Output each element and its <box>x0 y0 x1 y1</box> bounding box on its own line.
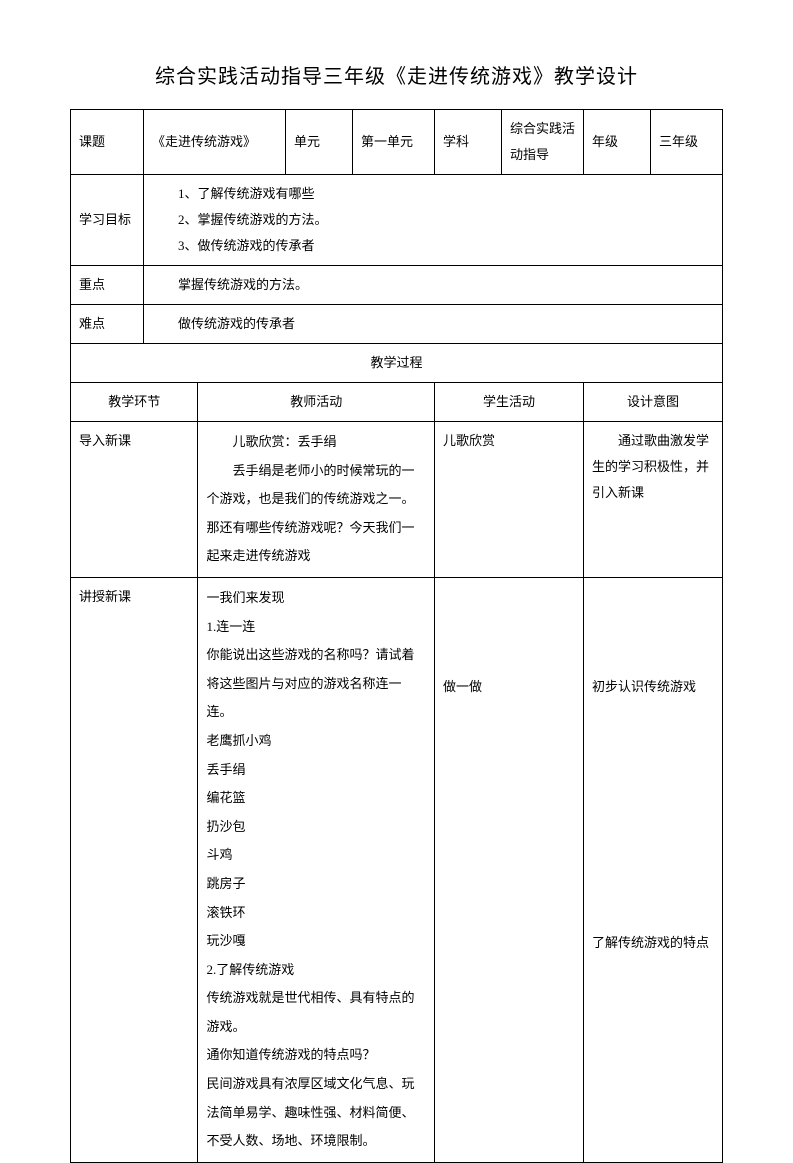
difficulty-text: 做传统游戏的传承者 <box>152 311 714 337</box>
value-unit: 第一单元 <box>353 110 435 175</box>
intro-teacher: 儿歌欣赏：丢手绢 丢手绢是老师小的时候常玩的一个游戏，也是我们的传统游戏之一。那… <box>198 422 435 578</box>
value-grade: 三年级 <box>651 110 723 175</box>
goals-content: 1、了解传统游戏有哪些 2、掌握传统游戏的方法。 3、做传统游戏的传承者 <box>144 175 723 266</box>
teach-t14: 通你知道传统游戏的特点吗？ <box>206 1041 426 1070</box>
value-topic: 《走进传统游戏》 <box>144 110 286 175</box>
teach-t9: 跳房子 <box>206 870 426 899</box>
intro-student: 儿歌欣赏 <box>435 422 584 578</box>
intro-teacher-l2: 丢手绢是老师小的时候常玩的一个游戏，也是我们的传统游戏之一。那还有哪些传统游戏呢… <box>206 457 426 571</box>
label-topic: 课题 <box>71 110 144 175</box>
col-phase: 教学环节 <box>71 383 198 422</box>
label-keypoint: 重点 <box>71 266 144 305</box>
intro-intent-text: 通过歌曲激发学生的学习积极性，并引入新课 <box>592 428 714 506</box>
teach-intent2: 了解传统游戏的特点 <box>592 930 714 956</box>
label-difficulty: 难点 <box>71 305 144 344</box>
goals-row: 学习目标 1、了解传统游戏有哪些 2、掌握传统游戏的方法。 3、做传统游戏的传承… <box>71 175 723 266</box>
keypoint-row: 重点 掌握传统游戏的方法。 <box>71 266 723 305</box>
lesson-plan-table: 课题 《走进传统游戏》 单元 第一单元 学科 综合实践活动指导 年级 三年级 学… <box>70 109 723 1163</box>
teach-t11: 玩沙嘎 <box>206 927 426 956</box>
header-row: 课题 《走进传统游戏》 单元 第一单元 学科 综合实践活动指导 年级 三年级 <box>71 110 723 175</box>
label-goals: 学习目标 <box>71 175 144 266</box>
label-unit: 单元 <box>286 110 353 175</box>
teach-student: 做一做 <box>435 577 584 1162</box>
teach-phase: 讲授新课 <box>71 577 198 1162</box>
keypoint-content: 掌握传统游戏的方法。 <box>144 266 723 305</box>
value-subject: 综合实践活动指导 <box>502 110 584 175</box>
teach-t6: 编花篮 <box>206 784 426 813</box>
teach-t8: 斗鸡 <box>206 841 426 870</box>
col-intent: 设计意图 <box>584 383 723 422</box>
difficulty-content: 做传统游戏的传承者 <box>144 305 723 344</box>
teach-teacher: 一我们来发现 1.连一连 你能说出这些游戏的名称吗？请试着将这些图片与对应的游戏… <box>198 577 435 1162</box>
teach-t15: 民间游戏具有浓厚区域文化气息、玩法简单易学、趣味性强、材料简便、不受人数、场地、… <box>206 1070 426 1156</box>
teach-t10: 滚铁环 <box>206 899 426 928</box>
goal-1: 1、了解传统游戏有哪些 <box>152 181 714 207</box>
teach-t7: 扔沙包 <box>206 813 426 842</box>
teach-t3: 你能说出这些游戏的名称吗？请试着将这些图片与对应的游戏名称连一连。 <box>206 641 426 727</box>
teach-intent: 初步认识传统游戏 了解传统游戏的特点 <box>584 577 723 1162</box>
columns-row: 教学环节 教师活动 学生活动 设计意图 <box>71 383 723 422</box>
teach-student-text: 做一做 <box>443 674 575 700</box>
intro-phase: 导入新课 <box>71 422 198 578</box>
intro-intent: 通过歌曲激发学生的学习积极性，并引入新课 <box>584 422 723 578</box>
teach-t2: 1.连一连 <box>206 613 426 642</box>
teach-t5: 丢手绢 <box>206 756 426 785</box>
teach-t12: 2.了解传统游戏 <box>206 956 426 985</box>
col-teacher: 教师活动 <box>198 383 435 422</box>
teach-t4: 老鹰抓小鸡 <box>206 727 426 756</box>
teach-t1: 一我们来发现 <box>206 584 426 613</box>
goal-2: 2、掌握传统游戏的方法。 <box>152 207 714 233</box>
process-header: 教学过程 <box>71 344 723 383</box>
teach-intent1: 初步认识传统游戏 <box>592 674 714 700</box>
teach-row: 讲授新课 一我们来发现 1.连一连 你能说出这些游戏的名称吗？请试着将这些图片与… <box>71 577 723 1162</box>
label-grade: 年级 <box>584 110 651 175</box>
teach-t13: 传统游戏就是世代相传、具有特点的游戏。 <box>206 984 426 1041</box>
page-title: 综合实践活动指导三年级《走进传统游戏》教学设计 <box>70 60 723 89</box>
keypoint-text: 掌握传统游戏的方法。 <box>152 272 714 298</box>
intro-teacher-l1: 儿歌欣赏：丢手绢 <box>206 428 426 457</box>
difficulty-row: 难点 做传统游戏的传承者 <box>71 305 723 344</box>
col-student: 学生活动 <box>435 383 584 422</box>
label-subject: 学科 <box>435 110 502 175</box>
intro-row: 导入新课 儿歌欣赏：丢手绢 丢手绢是老师小的时候常玩的一个游戏，也是我们的传统游… <box>71 422 723 578</box>
goal-3: 3、做传统游戏的传承者 <box>152 233 714 259</box>
process-header-row: 教学过程 <box>71 344 723 383</box>
